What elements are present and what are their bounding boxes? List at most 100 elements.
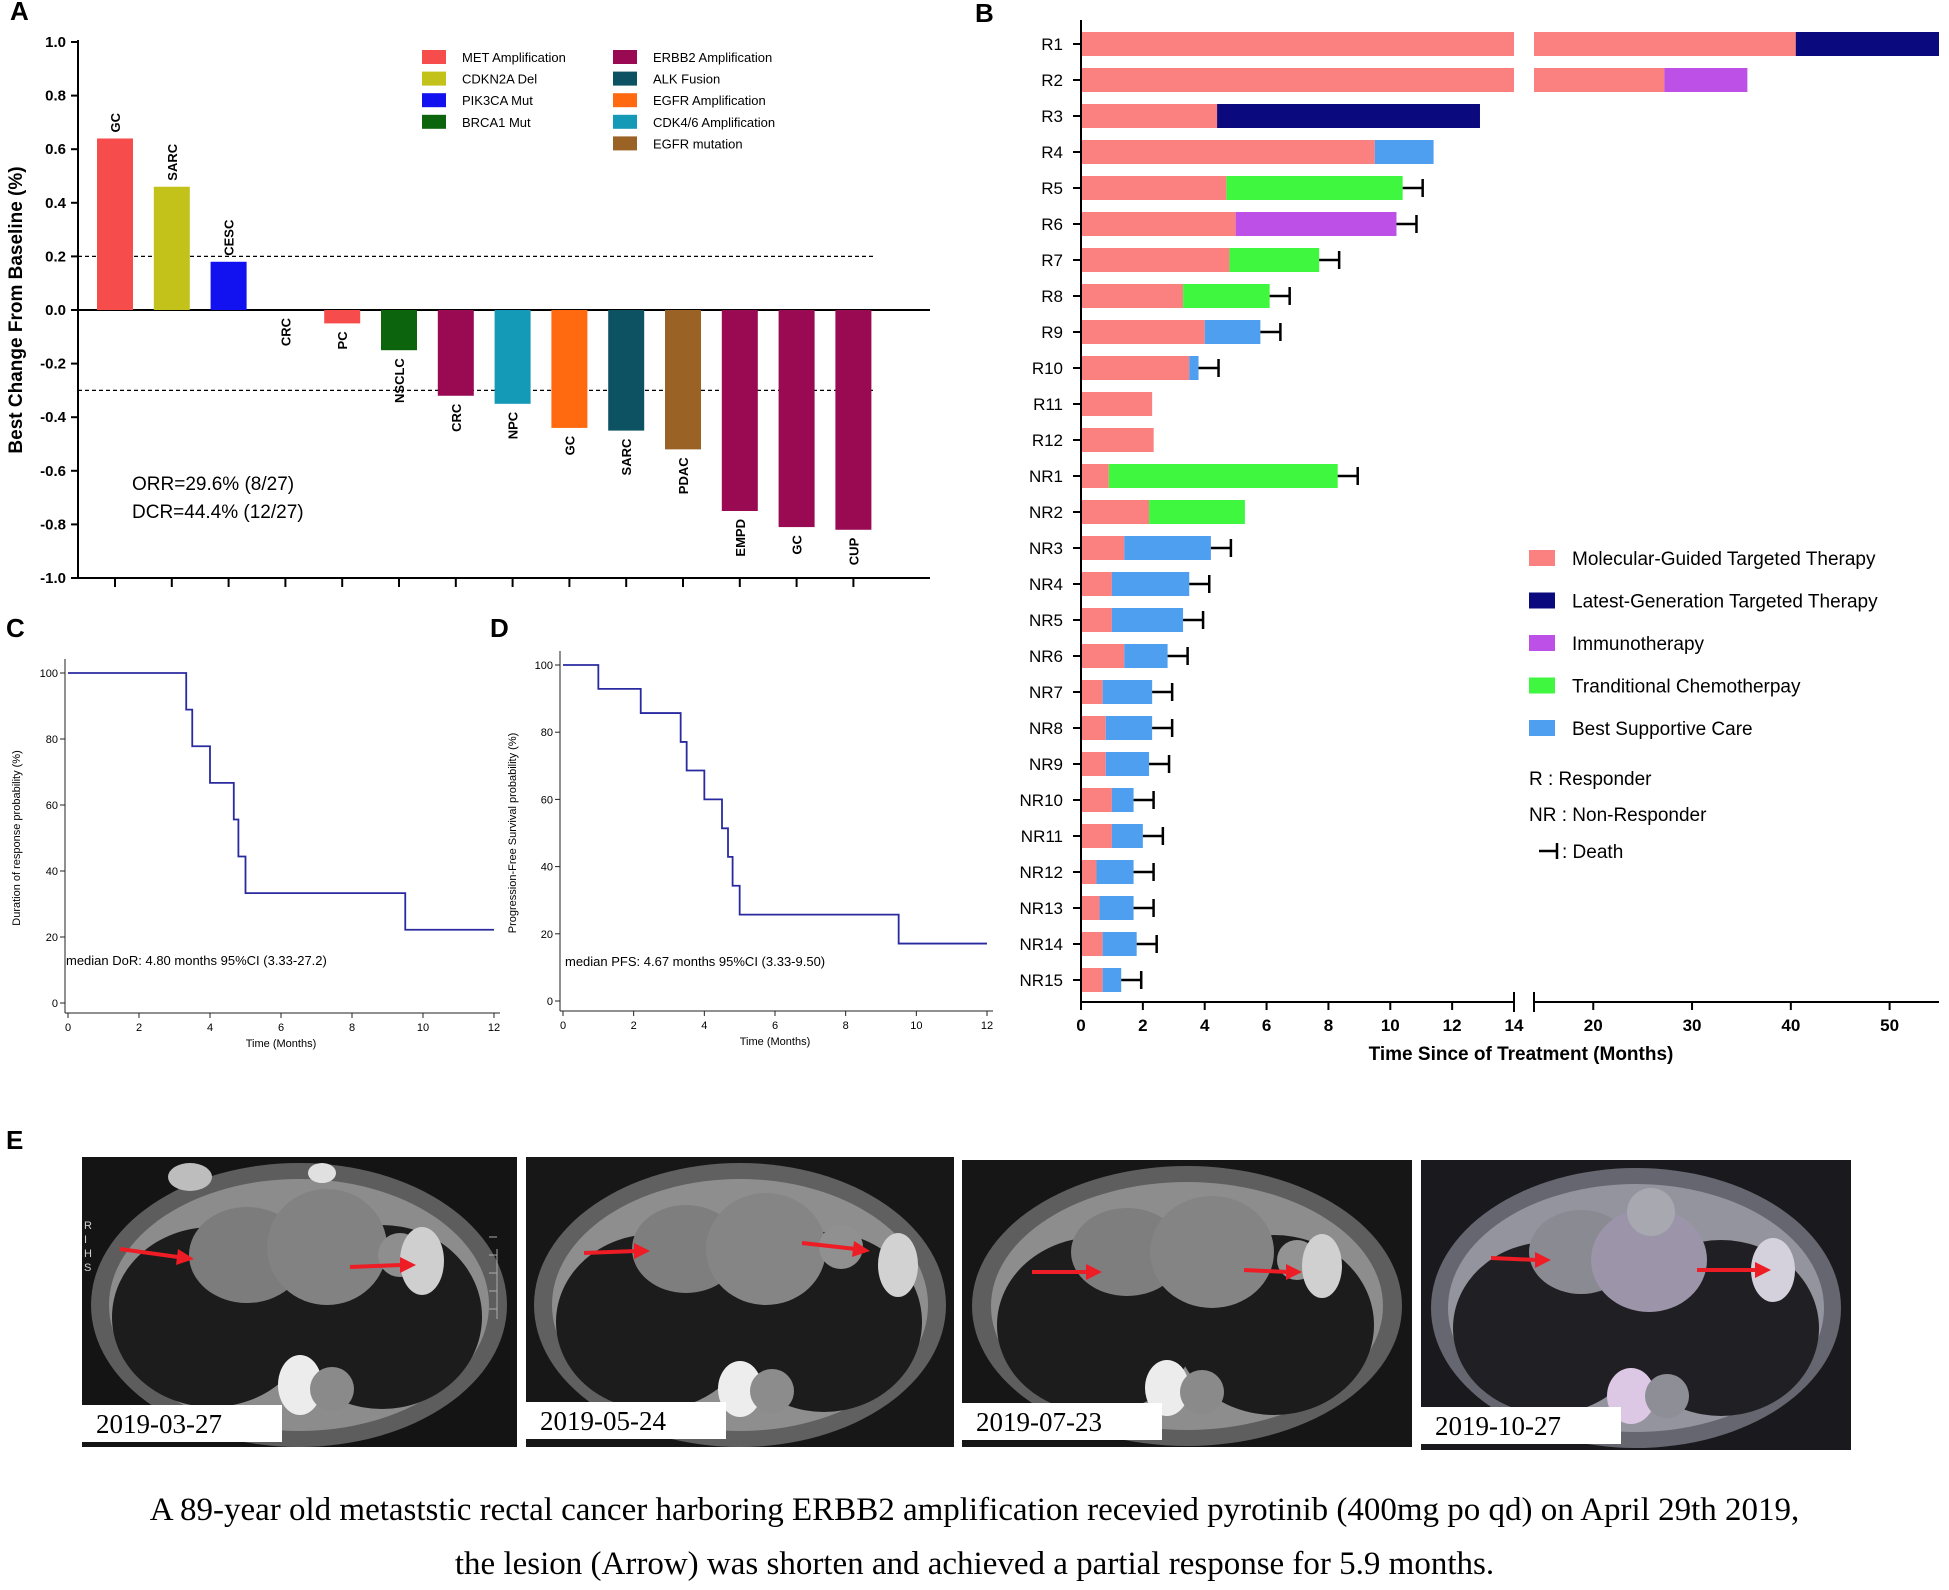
km-x-label: Time (Months) [740, 1036, 811, 1048]
panel-a-y-label: Best Change From Baseline (%) [6, 166, 27, 453]
ct-scan-2-date: 2019-05-24 [526, 1402, 726, 1439]
panel-b-y-label: R5 [1041, 179, 1063, 198]
km-x-tick-label: 0 [65, 1022, 71, 1034]
panel-b-legend-swatch [1529, 592, 1555, 609]
ct-scan-4-date: 2019-10-27 [1421, 1407, 1621, 1444]
panel-a-legend-swatch [422, 71, 446, 86]
panel-a-dcr: DCR=44.4% (12/27) [132, 502, 304, 523]
panel-b-segment [1183, 284, 1270, 308]
km-survival-curve [563, 664, 987, 945]
panel-b-segment [1081, 284, 1184, 308]
panel-a-bar [324, 310, 361, 324]
panel-b-segment [1081, 464, 1109, 488]
panel-b-segment [1102, 968, 1122, 992]
panel-b-segment [1081, 752, 1106, 776]
panel-a-y-tick-label: 0.2 [45, 248, 66, 265]
km-y-tick-label: 80 [541, 727, 553, 739]
km-x-tick-label: 0 [560, 1020, 566, 1032]
ct-scan-1-orientation-mark: R [84, 1220, 92, 1232]
panel-b-legend-label: Best Supportive Care [1572, 719, 1753, 740]
panel-b-segment [1374, 140, 1434, 164]
panel-a-legend-label: CDKN2A Del [462, 72, 537, 87]
panel-b-legend-label: Tranditional Chemotherpay [1572, 677, 1801, 698]
panel-b-y-label: R12 [1032, 431, 1063, 450]
figure-caption-line-2: the lesion (Arrow) was shorten and achie… [454, 1546, 1495, 1582]
panel-b-y-label: R11 [1033, 395, 1063, 414]
panel-b-y-label: NR11 [1021, 827, 1063, 846]
panel-a-legend-swatch [613, 93, 637, 108]
panel-b-x-tick-label: 12 [1443, 1016, 1462, 1035]
panel-a-legend-label: CDK4/6 Amplification [653, 115, 775, 130]
panel-a-bar [835, 310, 872, 530]
km-survival-curve [68, 672, 494, 931]
ct-scan-1-orientation-mark: S [84, 1262, 91, 1274]
ct-scan-3-date: 2019-07-23 [962, 1403, 1162, 1440]
panel-b-y-label: NR2 [1029, 503, 1063, 522]
panel-b-legend-label: Immunotherapy [1572, 634, 1705, 655]
km-y-tick-label: 60 [541, 794, 553, 806]
panel-a-legend-swatch [613, 136, 637, 151]
panel-a-y-tick-label: -0.4 [40, 409, 67, 426]
panel-b-segment [1081, 824, 1112, 848]
panel-a-bar-label: PC [335, 331, 350, 350]
panel-b-segment [1081, 68, 1514, 92]
panel-a-letter: A [10, 0, 29, 26]
km-y-tick-label: 80 [46, 734, 58, 746]
panel-b-segment [1124, 644, 1168, 668]
panel-a-legend-label: BRCA1 Mut [462, 115, 531, 130]
panel-b-legend-label: Latest-Generation Targeted Therapy [1572, 592, 1878, 613]
panel-a-bar-label: GC [562, 435, 577, 455]
km-x-tick-label: 12 [981, 1020, 993, 1032]
km-x-tick-label: 2 [136, 1022, 142, 1034]
km-x-tick-label: 4 [701, 1020, 707, 1032]
panel-b-y-label: NR4 [1029, 575, 1063, 594]
panel-b-segment [1081, 716, 1106, 740]
panel-b-segment [1081, 860, 1097, 884]
panel-b-segment [1105, 716, 1153, 740]
panel-a-y-tick-label: 0.0 [45, 302, 66, 319]
panel-b-segment [1081, 968, 1103, 992]
km-y-tick-label: 60 [46, 800, 58, 812]
ct-scan-1-date: 2019-03-27 [82, 1405, 282, 1442]
panel-b-legend-label: Molecular-Guided Targeted Therapy [1572, 549, 1876, 570]
ct-scan-1-orientation-mark: H [84, 1248, 92, 1260]
panel-b-segment [1081, 428, 1154, 452]
panel-a-legend-swatch [613, 71, 637, 86]
panel-c-letter: C [6, 613, 25, 643]
panel-b-legend-swatch [1529, 550, 1555, 566]
panel-a-bar-label: NSCLC [392, 358, 407, 403]
panel-b-segment [1217, 104, 1480, 128]
km-x-tick-label: 12 [488, 1022, 500, 1034]
panel-b-segment [1189, 356, 1199, 380]
panel-b-segment [1099, 896, 1134, 920]
panel-b-y-label: NR3 [1029, 539, 1063, 558]
panel-a-bar [665, 310, 701, 450]
km-x-tick-label: 10 [910, 1020, 922, 1032]
panel-b-y-label: NR1 [1029, 467, 1063, 486]
ct-scan-3 [962, 1160, 1412, 1447]
km-x-tick-label: 2 [631, 1020, 637, 1032]
panel-b-y-label: R4 [1041, 143, 1063, 162]
km-x-label: Time (Months) [246, 1038, 317, 1050]
panel-b-x-label: Time Since of Treatment (Months) [1369, 1044, 1674, 1065]
figure-caption-line-1: A 89-year old metaststic rectal cancer h… [149, 1492, 1800, 1528]
panel-a-y-tick-label: 1.0 [45, 34, 66, 51]
panel-a-bar-label: SARC [619, 438, 634, 475]
panel-b-bars [1081, 32, 1939, 992]
panel-b-y-label: R3 [1041, 107, 1063, 126]
panel-b-note-death: : Death [1562, 842, 1623, 863]
panel-b-segment [1081, 356, 1190, 380]
panel-b-segment [1081, 680, 1103, 704]
panel-b-y-label: NR8 [1029, 719, 1063, 738]
panel-a-bar [494, 310, 531, 404]
ct-scan-2-image [534, 1163, 946, 1447]
ct-scan-1-orientation-mark: I [84, 1234, 87, 1246]
km-y-tick-label: 100 [535, 660, 553, 672]
panel-a-bar [381, 310, 417, 351]
panel-b-segment [1081, 212, 1236, 236]
panel-b-segment [1081, 320, 1205, 344]
panel-a-bar [97, 138, 133, 310]
panel-b-x-tick-label: 2 [1138, 1016, 1147, 1035]
panel-b-segment [1534, 68, 1665, 92]
panel-a-bar-label: GC [108, 112, 123, 132]
